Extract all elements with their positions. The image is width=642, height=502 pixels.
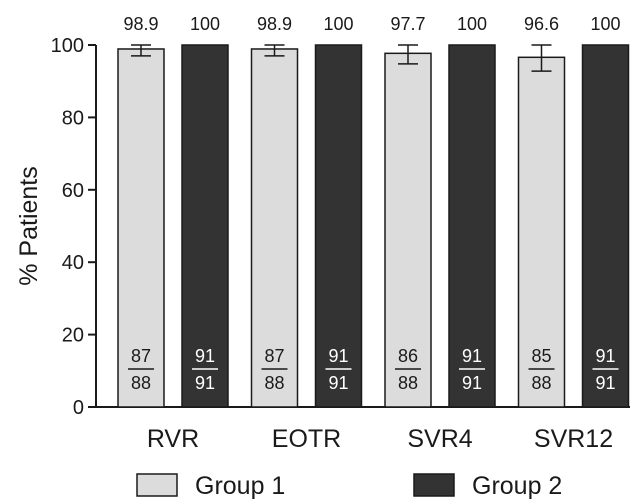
fraction-numerator: 87 (264, 346, 284, 366)
data-label: 100 (590, 14, 620, 34)
fraction-numerator: 91 (195, 346, 215, 366)
fraction-numerator: 85 (531, 346, 551, 366)
fraction-denominator: 91 (462, 373, 482, 393)
fraction-denominator: 91 (328, 373, 348, 393)
legend: Group 1 Group 2 (137, 472, 562, 500)
y-axis-label: % Patients (15, 166, 43, 286)
y-tick-label: 40 (62, 252, 84, 274)
fraction-numerator: 86 (398, 346, 418, 366)
fraction-numerator: 91 (328, 346, 348, 366)
data-label: 97.7 (390, 14, 425, 34)
y-tick-label: 60 (62, 180, 84, 202)
data-label: 98.9 (123, 14, 158, 34)
x-category-label: RVR (147, 425, 199, 453)
fraction-numerator: 91 (595, 346, 615, 366)
data-label: 96.6 (524, 14, 559, 34)
legend-label: Group 2 (472, 472, 562, 500)
fraction-numerator: 91 (462, 346, 482, 366)
x-category-label: EOTR (272, 425, 341, 453)
data-label: 100 (190, 14, 220, 34)
legend-label: Group 1 (195, 472, 285, 500)
y-tick-label: 0 (73, 397, 84, 419)
fraction-denominator: 88 (398, 373, 418, 393)
legend-swatch (137, 474, 177, 496)
legend-swatch (414, 474, 454, 496)
y-tick-label: 100 (51, 35, 84, 57)
y-tick-label: 20 (62, 325, 84, 347)
fraction-denominator: 88 (131, 373, 151, 393)
data-label: 100 (457, 14, 487, 34)
fraction-denominator: 88 (264, 373, 284, 393)
fraction-numerator: 87 (131, 346, 151, 366)
y-tick-label: 80 (62, 107, 84, 129)
data-label: 98.9 (257, 14, 292, 34)
x-category-label: SVR4 (407, 425, 472, 453)
fraction-denominator: 91 (595, 373, 615, 393)
fraction-denominator: 88 (531, 373, 551, 393)
data-label: 100 (323, 14, 353, 34)
fraction-denominator: 91 (195, 373, 215, 393)
x-category-label: SVR12 (534, 425, 613, 453)
